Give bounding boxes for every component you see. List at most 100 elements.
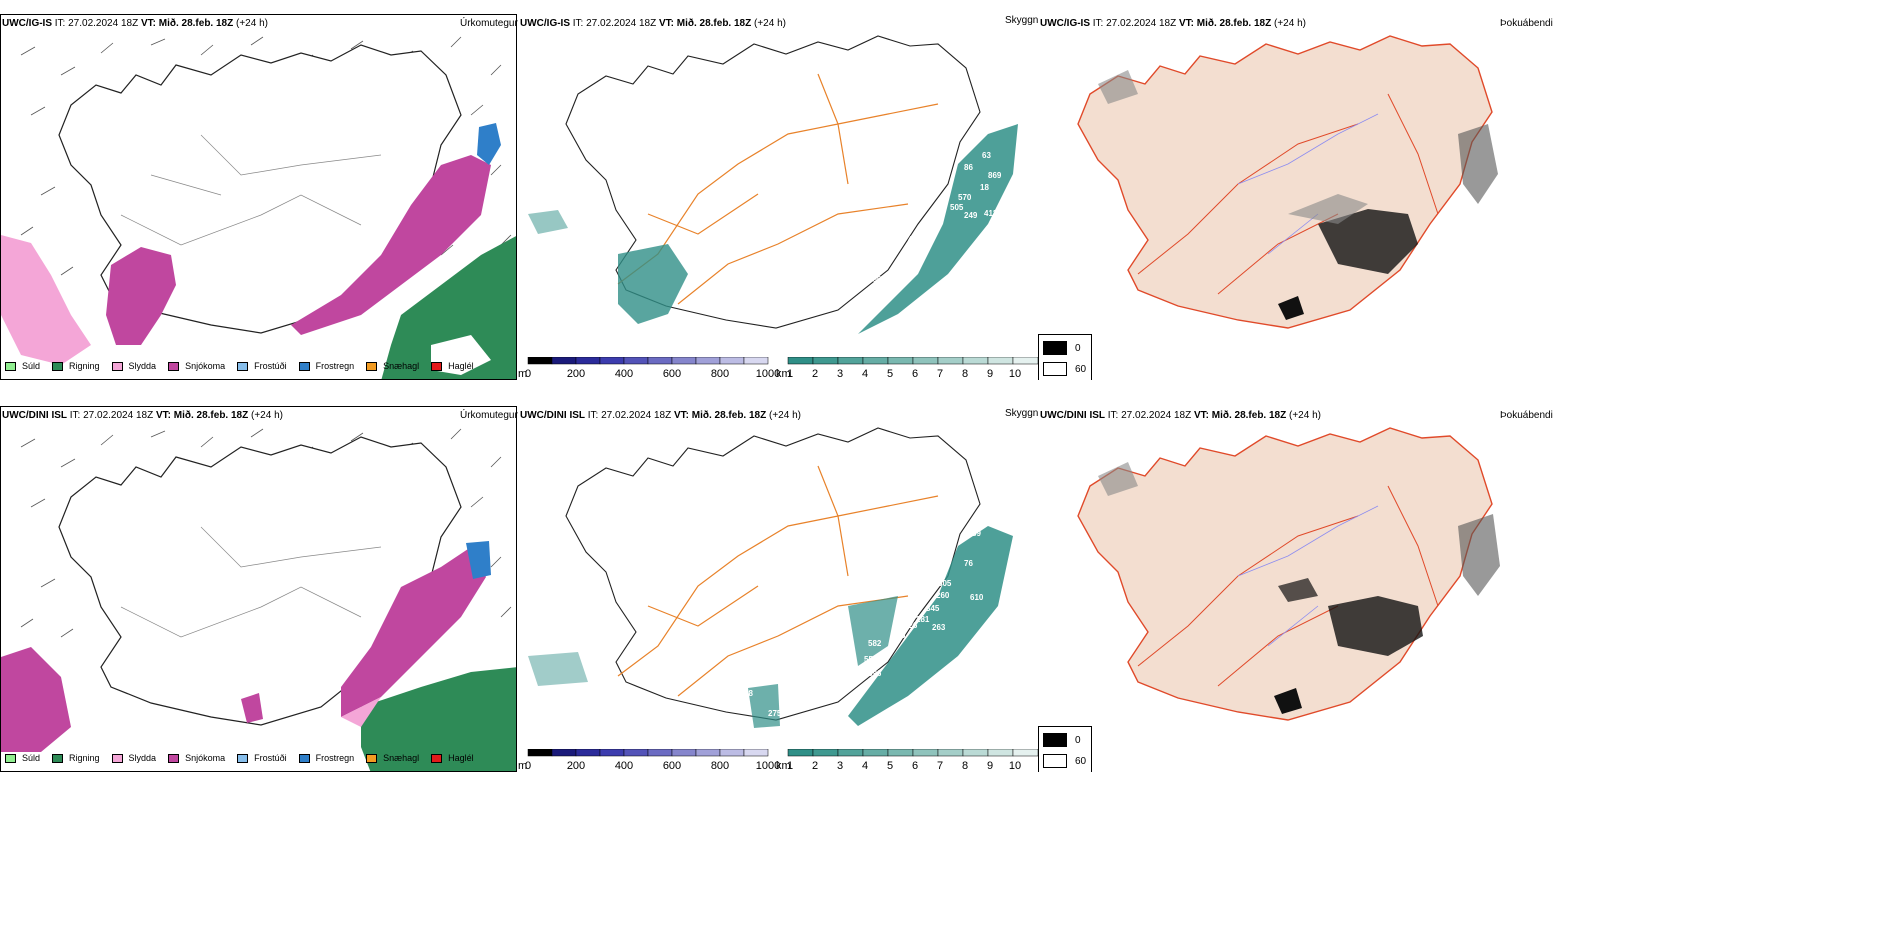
legend-swatch — [5, 753, 16, 763]
colorbar-tick: 2 — [812, 368, 818, 379]
fog-map-top — [1077, 35, 1498, 329]
header-bottom-right: UWC/DINI ISL IT: 27.02.2024 18Z VT: Mið.… — [1040, 410, 1321, 421]
legend-label: Súld — [22, 753, 41, 763]
legend-label: Frostúði — [254, 361, 287, 371]
visibility-value-label: 411 — [984, 209, 997, 218]
legend-swatch — [168, 361, 180, 371]
visibility-value-label: 582 — [868, 639, 882, 648]
legend-swatch — [5, 361, 16, 371]
visibility-value-label: 76 — [964, 559, 973, 568]
vis-teal-east — [858, 124, 1018, 334]
colorbar-tick: 200 — [567, 760, 585, 771]
colorbar-tick: 600 — [663, 368, 681, 379]
colorbar-tick: 5 — [887, 760, 893, 771]
colorbar-tick: 10 — [1009, 368, 1021, 379]
visibility-value-label: 85 — [980, 239, 989, 248]
legend-swatch — [52, 361, 64, 371]
legend-item: Frostregn — [298, 753, 354, 763]
colorbar-tick: 8 — [962, 368, 968, 379]
legend-swatch — [431, 361, 443, 371]
panel-title-fog-top: Þokuábendi — [1500, 18, 1553, 29]
frostregn-area — [477, 123, 501, 165]
visibility-value-label: 63 — [982, 151, 991, 160]
precip-panel-bottom: Súld Rigning Slydda Snjókoma Frostúði Frostre… — [0, 406, 517, 772]
colorbar-tick: 400 — [615, 760, 633, 771]
colorbar-tick: 5 — [887, 368, 893, 379]
legend-item: Haglél — [431, 361, 474, 371]
colorbar-cell — [837, 356, 864, 365]
colorbar-cell — [671, 356, 697, 365]
legend-swatch — [52, 753, 64, 763]
colorbar-cell — [551, 748, 577, 757]
vis-teal-west — [618, 244, 688, 324]
vis-panel-top: 63 869 86 18 570 505 249 411 240 415 306 825 12 85 — [518, 14, 1038, 380]
visibility-value-label: 535 — [892, 631, 906, 640]
colorbar-cell — [551, 356, 577, 365]
colorbar-unit: km — [776, 760, 791, 771]
colorbar-tick: 9 — [987, 760, 993, 771]
colorbar-cell — [1012, 748, 1039, 757]
header-top-left: UWC/IG-IS IT: 27.02.2024 18Z VT: Mið. 28… — [2, 18, 268, 29]
colorbar-cell — [575, 356, 601, 365]
legend-item: Snæhagl — [366, 361, 419, 371]
visibility-value-label: 249 — [964, 211, 978, 220]
visibility-value-label: 825 — [636, 335, 650, 344]
colorbar-unit: m — [518, 760, 527, 771]
colorbar-tick: 7 — [937, 368, 943, 379]
colorbar-cell — [527, 748, 553, 757]
colorbar-cell — [719, 748, 745, 757]
legend-item: Snjókoma — [168, 753, 225, 763]
snow-area-west — [106, 247, 176, 345]
colorbar-tick: 0 — [525, 368, 531, 379]
colorbar-cell — [527, 356, 553, 365]
vis-colorbar-bottom: m 0 200 400 600 800 1000 km 1 2 3 4 5 6 7 8 9 10 — [518, 748, 1039, 772]
colorbar-cell — [623, 356, 649, 365]
legend-swatch — [431, 753, 443, 763]
colorbar-cell — [862, 748, 889, 757]
colorbar-tick: 4 — [862, 368, 868, 379]
legend-item: Frostúði — [237, 361, 287, 371]
visibility-value-label: 306 — [868, 275, 882, 284]
panel-title-fog-bottom: Þokuábendi — [1500, 410, 1553, 421]
colorbar-cell — [812, 356, 839, 365]
panel-title-precip-bottom: Úrkomutegund — [460, 410, 526, 421]
visibility-value-label: 263 — [932, 623, 946, 632]
legend-swatch — [168, 753, 180, 763]
colorbar-tick: 200 — [567, 368, 585, 379]
wind-barbs — [20, 36, 512, 296]
visibility-value-label: 89 — [972, 529, 981, 538]
visibility-value-label: 12 — [766, 309, 775, 318]
legend-item: Frostregn — [298, 361, 354, 371]
colorbar-cell — [1012, 356, 1039, 365]
visibility-value-label: 570 — [958, 193, 972, 202]
legend-label: Slydda — [128, 753, 157, 763]
legend-item: Rigning — [52, 753, 100, 763]
sleet-area — [1, 235, 91, 365]
visibility-value-label: 240 — [926, 217, 940, 226]
legend-label: Snæhagl — [383, 361, 420, 371]
legend-item: Frostúði — [237, 753, 287, 763]
legend-label: Haglél — [448, 361, 474, 371]
colorbar-cell — [671, 748, 697, 757]
legend-item: Súld — [5, 361, 40, 371]
colorbar-tick: 6 — [912, 368, 918, 379]
colorbar-tick: 400 — [615, 368, 633, 379]
header-bottom-mid: UWC/DINI ISL IT: 27.02.2024 18Z VT: Mið.… — [520, 410, 801, 421]
legend-label: Slydda — [128, 361, 157, 371]
legend-item: Súld — [5, 753, 40, 763]
colorbar-cell — [812, 748, 839, 757]
visibility-value-label: 415 — [908, 235, 922, 244]
colorbar-cell — [787, 356, 814, 365]
legend-swatch — [111, 361, 123, 371]
legend-label: Súld — [22, 361, 41, 371]
colorbar-cell — [962, 356, 989, 365]
colorbar-tick: 2 — [812, 760, 818, 771]
fog-dark-east — [1318, 209, 1418, 274]
colorbar-tick: 4 — [862, 760, 868, 771]
visibility-value-label: 226 — [904, 621, 918, 630]
visibility-value-label: 869 — [988, 171, 1002, 180]
colorbar-tick: 9 — [987, 368, 993, 379]
colorbar-tick: 7 — [937, 760, 943, 771]
visibility-value-label: 86 — [964, 163, 973, 172]
colorbar-tick: 3 — [837, 368, 843, 379]
